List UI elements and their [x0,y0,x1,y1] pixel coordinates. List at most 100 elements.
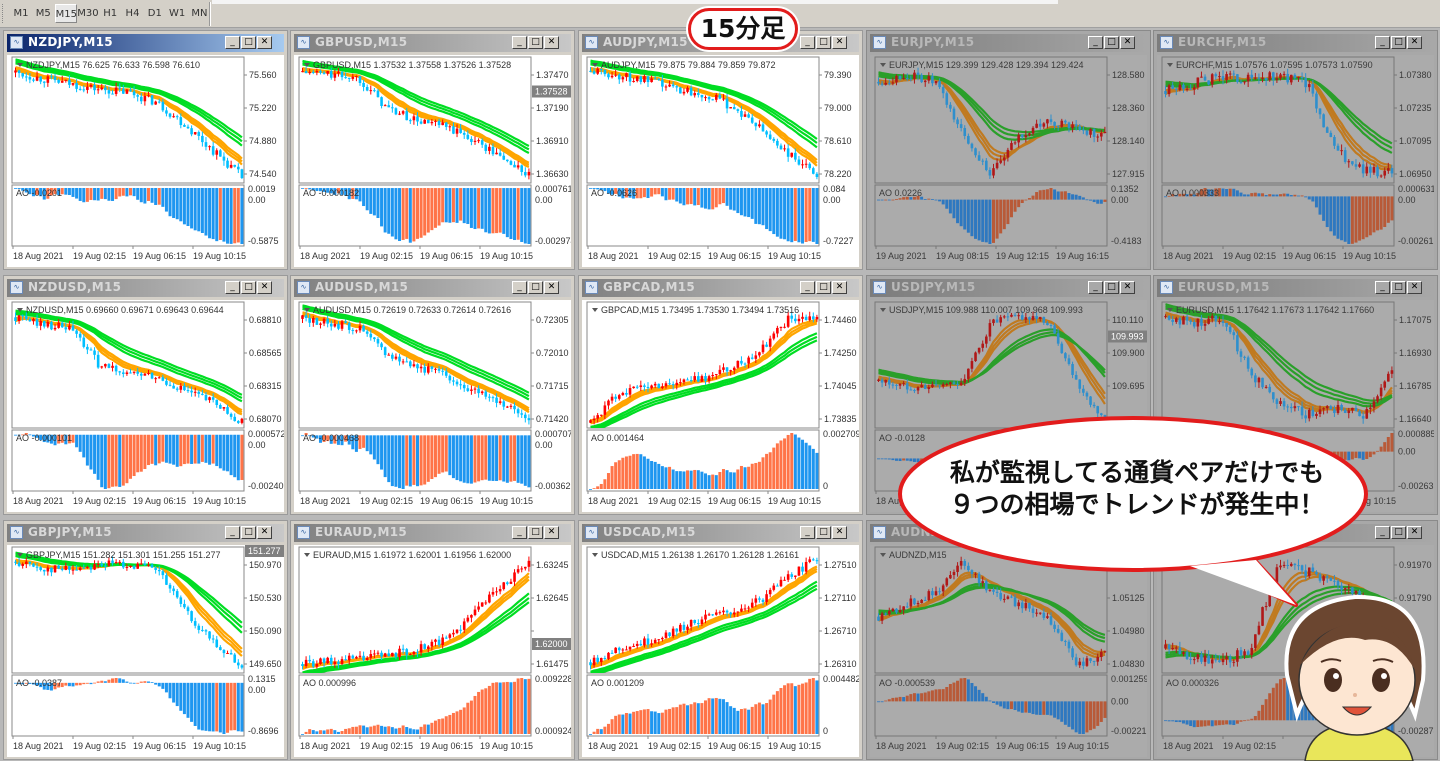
close-button[interactable]: ✕ [257,526,272,539]
minimize-button[interactable]: _ [1375,281,1390,294]
minimize-button[interactable]: _ [800,526,815,539]
close-button[interactable]: ✕ [544,526,559,539]
timeframe-button-d1[interactable]: D1 [147,8,162,19]
timeframe-button-m15[interactable]: M15 [54,4,77,23]
close-button[interactable]: ✕ [257,281,272,294]
collapse-triangle-icon[interactable] [592,553,598,557]
minimize-button[interactable]: _ [1088,526,1103,539]
chart-area[interactable]: EURAUD,M15 1.61972 1.62001 1.61956 1.620… [294,545,573,757]
maximize-button[interactable]: □ [1104,36,1119,49]
chart-canvas[interactable]: EURJPY,M15 129.399 129.428 129.394 129.4… [870,55,1147,267]
close-button[interactable]: ✕ [1407,526,1422,539]
collapse-triangle-icon[interactable] [880,63,886,67]
chart-window[interactable]: ∿ GBPCAD,M15 _ □ ✕ GBPCAD,M15 1.73495 1.73530… [578,275,863,515]
chart-window[interactable]: ∿ AUDNZD,M15 _ □ ✕ AUDNZD,M15 1.05125 1.04980 1.… [866,520,1152,760]
collapse-triangle-icon[interactable] [592,63,598,67]
collapse-triangle-icon[interactable] [304,63,310,67]
window-titlebar[interactable]: ∿ GBPUSD,M15 _ □ ✕ [294,34,571,52]
collapse-triangle-icon[interactable] [1167,63,1173,67]
chart-area[interactable]: NZDUSD,M15 0.69660 0.69671 0.69643 0.696… [7,300,289,512]
close-button[interactable]: ✕ [832,526,847,539]
chart-area[interactable]: GBPUSD,M15 1.37532 1.37558 1.37526 1.375… [294,55,576,267]
window-titlebar[interactable]: ∿ EURCHF,M15 _ □ ✕ [1157,34,1434,52]
close-button[interactable]: ✕ [1120,281,1135,294]
chart-window[interactable]: ∿ NZDUSD,M15 _ □ ✕ NZDUSD,M15 0.69660 0.69671… [3,275,289,515]
timeframe-button-h1[interactable]: H1 [103,8,118,19]
chart-window[interactable]: ∿ GBPJPY,M15 _ □ ✕ GBPJPY,M15 151.282 151.301… [3,520,288,760]
chart-area[interactable]: EURJPY,M15 129.399 129.428 129.394 129.4… [870,55,1147,267]
collapse-triangle-icon[interactable] [304,308,310,312]
collapse-triangle-icon[interactable] [880,553,886,557]
window-titlebar[interactable]: ∿ GBPJPY,M15 _ □ ✕ [7,524,284,542]
window-titlebar[interactable]: ∿ AUDUSD,M15 _ □ ✕ [294,279,571,297]
chart-canvas[interactable]: GBPJPY,M15 151.282 151.301 151.255 151.2… [7,545,284,757]
chart-window[interactable]: ∿ EURJPY,M15 _ □ ✕ EURJPY,M15 129.399 129.428… [866,30,1151,270]
chart-area[interactable]: GBPJPY,M15 151.282 151.301 151.255 151.2… [7,545,284,757]
chart-canvas[interactable]: EURUSD,M15 1.17642 1.17673 1.17642 1.176… [1157,300,1436,512]
collapse-triangle-icon[interactable] [880,308,886,312]
chart-canvas[interactable]: EURCHF,M15 1.07576 1.07595 1.07573 1.075… [1157,55,1436,267]
minimize-button[interactable]: _ [512,281,527,294]
window-titlebar[interactable]: ∿ _ □ ✕ [1157,524,1434,542]
maximize-button[interactable]: □ [528,526,543,539]
close-button[interactable]: ✕ [1120,526,1135,539]
toolbar-grip[interactable] [2,4,6,23]
close-button[interactable]: ✕ [1407,36,1422,49]
maximize-button[interactable]: □ [241,36,256,49]
chart-area[interactable]: GBPCAD,M15 1.73495 1.73530 1.73494 1.735… [582,300,861,512]
close-button[interactable]: ✕ [832,281,847,294]
maximize-button[interactable]: □ [1104,281,1119,294]
collapse-triangle-icon[interactable] [304,553,310,557]
chart-area[interactable]: AUDNZD,M15 1.05125 1.04980 1.04830 AO -0.000… [870,545,1152,757]
chart-window[interactable]: ∿ EURAUD,M15 _ □ ✕ EURAUD,M15 1.61972 1.62001… [290,520,575,760]
minimize-button[interactable]: _ [512,526,527,539]
close-button[interactable]: ✕ [257,36,272,49]
minimize-button[interactable]: _ [512,36,527,49]
chart-canvas[interactable]: AUDUSD,M15 0.72619 0.72633 0.72614 0.726… [294,300,576,512]
chart-canvas[interactable]: NZDUSD,M15 0.69660 0.69671 0.69643 0.696… [7,300,289,512]
collapse-triangle-icon[interactable] [1167,553,1173,557]
collapse-triangle-icon[interactable] [17,553,23,557]
collapse-triangle-icon[interactable] [17,63,23,67]
window-titlebar[interactable]: ∿ EURAUD,M15 _ □ ✕ [294,524,571,542]
timeframe-button-m30[interactable]: M30 [77,8,99,19]
maximize-button[interactable]: □ [816,281,831,294]
window-titlebar[interactable]: ∿ USDJPY,M15 _ □ ✕ [870,279,1147,297]
minimize-button[interactable]: _ [225,526,240,539]
chart-window[interactable]: ∿ GBPUSD,M15 _ □ ✕ GBPUSD,M15 1.37532 1.37558… [290,30,576,270]
chart-area[interactable]: EURCHF,M15 1.07576 1.07595 1.07573 1.075… [1157,55,1436,267]
minimize-button[interactable]: _ [1088,36,1103,49]
chart-window[interactable]: ∿ NZDJPY,M15 _ □ ✕ NZDJPY,M15 76.625 76.633 7… [3,30,288,270]
close-button[interactable]: ✕ [544,281,559,294]
collapse-triangle-icon[interactable] [17,308,23,312]
close-button[interactable]: ✕ [544,36,559,49]
chart-window[interactable]: ∿ EURCHF,M15 _ □ ✕ EURCHF,M15 1.07576 1.07595… [1153,30,1438,270]
maximize-button[interactable]: □ [528,36,543,49]
maximize-button[interactable]: □ [816,36,831,49]
window-titlebar[interactable]: ∿ NZDJPY,M15 _ □ ✕ [7,34,284,52]
minimize-button[interactable]: _ [1375,36,1390,49]
chart-canvas[interactable]: NZDJPY,M15 76.625 76.633 76.598 76.61075… [7,55,284,267]
maximize-button[interactable]: □ [816,526,831,539]
window-titlebar[interactable]: ∿ EURUSD,M15 _ □ ✕ [1157,279,1434,297]
timeframe-button-m1[interactable]: M1 [13,8,29,19]
timeframe-button-w1[interactable]: W1 [168,8,186,19]
minimize-button[interactable]: _ [225,36,240,49]
minimize-button[interactable]: _ [225,281,240,294]
maximize-button[interactable]: □ [1391,526,1406,539]
window-titlebar[interactable]: ∿ NZDUSD,M15 _ □ ✕ [7,279,284,297]
close-button[interactable]: ✕ [1407,281,1422,294]
minimize-button[interactable]: _ [1088,281,1103,294]
timeframe-button-h4[interactable]: H4 [125,8,140,19]
close-button[interactable]: ✕ [1120,36,1135,49]
maximize-button[interactable]: □ [241,281,256,294]
chart-canvas[interactable]: EURAUD,M15 1.61972 1.62001 1.61956 1.620… [294,545,573,757]
chart-window[interactable]: ∿ AUDJPY,M15 _ □ ✕ AUDJPY,M15 79.875 79.884 7… [578,30,863,270]
window-titlebar[interactable]: ∿ EURJPY,M15 _ □ ✕ [870,34,1147,52]
chart-canvas[interactable]: GBPUSD,M15 1.37532 1.37558 1.37526 1.375… [294,55,576,267]
timeframe-button-mn[interactable]: MN [191,8,208,19]
collapse-triangle-icon[interactable] [1167,308,1173,312]
maximize-button[interactable]: □ [1104,526,1119,539]
chart-area[interactable]: USDCAD,M15 1.26138 1.26170 1.26128 1.261… [582,545,861,757]
